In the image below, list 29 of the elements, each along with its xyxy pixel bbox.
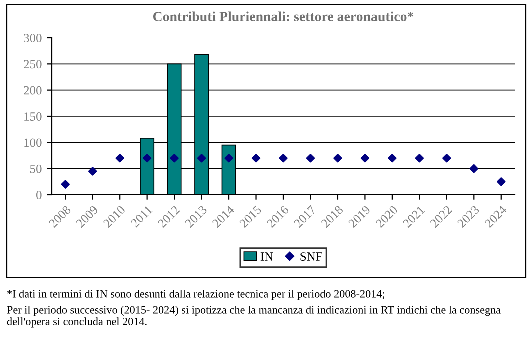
y-tick-label: 100 <box>24 138 42 148</box>
point <box>334 154 342 163</box>
point <box>360 154 370 163</box>
chart-title: Contributi Pluriennali: settore aeronautico* <box>153 12 414 22</box>
point <box>88 167 98 176</box>
point <box>497 178 506 186</box>
y-tick-label: 50 <box>30 164 42 174</box>
text: Per il periodo successivo (2015- 2024) si ipotizza che la mancanza di indicazioni in RT indichi che la consegna dell'opera si concluda nel 2014. <box>7 306 501 328</box>
point <box>306 154 316 163</box>
point <box>470 164 479 174</box>
point <box>61 180 70 189</box>
point <box>142 154 152 163</box>
point <box>170 154 179 163</box>
y-tick-label: 250 <box>24 60 42 69</box>
point <box>415 154 424 163</box>
point <box>442 154 452 163</box>
point <box>252 154 261 163</box>
point <box>279 154 288 163</box>
point <box>197 154 206 163</box>
legend-label: SNF <box>300 252 322 261</box>
y-tick-label: 150 <box>24 112 42 121</box>
y-tick-label: 0 <box>36 191 42 200</box>
point <box>224 154 234 163</box>
point <box>116 154 124 163</box>
point <box>388 154 397 163</box>
y-tick-label: 200 <box>24 86 42 95</box>
text: *I dati in termini di IN sono desunti dalla relazione tecnica per il periodo 2008-2014; <box>8 290 384 300</box>
y-tick-label: 300 <box>24 34 42 42</box>
legend-label: IN <box>260 252 274 261</box>
